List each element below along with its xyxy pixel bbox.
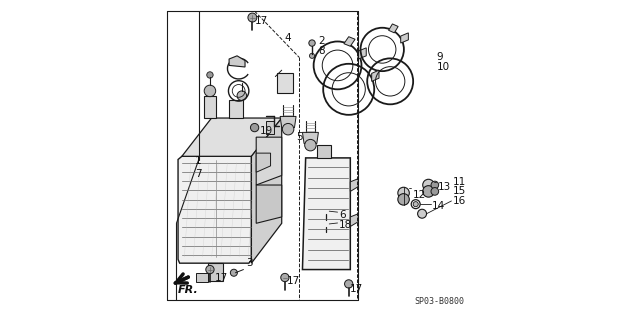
Text: 12: 12 xyxy=(413,189,426,200)
Circle shape xyxy=(282,123,294,135)
Text: 16: 16 xyxy=(452,196,466,206)
Polygon shape xyxy=(209,263,223,281)
Text: 17: 17 xyxy=(255,16,268,26)
Circle shape xyxy=(206,265,214,274)
Polygon shape xyxy=(266,121,274,134)
Polygon shape xyxy=(256,137,282,185)
Polygon shape xyxy=(182,118,282,156)
Circle shape xyxy=(250,123,259,132)
Text: 4: 4 xyxy=(285,33,292,43)
Polygon shape xyxy=(277,73,293,93)
Circle shape xyxy=(422,179,434,191)
Circle shape xyxy=(398,194,410,205)
Circle shape xyxy=(418,209,426,218)
Text: 13: 13 xyxy=(438,182,451,192)
Circle shape xyxy=(309,40,316,46)
Polygon shape xyxy=(317,145,331,158)
Polygon shape xyxy=(358,48,366,59)
Text: 14: 14 xyxy=(431,201,445,211)
Text: SP03-B0800: SP03-B0800 xyxy=(415,297,465,306)
Circle shape xyxy=(398,187,410,199)
Circle shape xyxy=(207,72,213,78)
Circle shape xyxy=(344,280,353,288)
Polygon shape xyxy=(252,118,282,263)
Polygon shape xyxy=(388,24,398,33)
Polygon shape xyxy=(350,179,358,191)
Text: 6: 6 xyxy=(339,210,346,220)
Text: 17: 17 xyxy=(287,276,300,286)
Text: 5: 5 xyxy=(296,132,303,142)
Polygon shape xyxy=(256,153,271,172)
Circle shape xyxy=(281,273,289,282)
Text: 19: 19 xyxy=(259,126,273,136)
Polygon shape xyxy=(344,37,355,46)
Circle shape xyxy=(248,13,257,22)
Circle shape xyxy=(230,269,237,276)
Polygon shape xyxy=(280,116,296,128)
Circle shape xyxy=(310,53,315,58)
Polygon shape xyxy=(372,70,379,81)
Text: 15: 15 xyxy=(452,186,466,197)
Circle shape xyxy=(237,91,246,100)
Text: 18: 18 xyxy=(339,220,353,230)
Polygon shape xyxy=(178,156,252,263)
Circle shape xyxy=(323,208,329,214)
Polygon shape xyxy=(196,273,209,282)
Text: 3: 3 xyxy=(246,258,253,268)
Polygon shape xyxy=(350,214,358,226)
Polygon shape xyxy=(303,158,350,270)
Polygon shape xyxy=(303,132,319,144)
Text: 8: 8 xyxy=(319,46,325,56)
Circle shape xyxy=(204,85,216,97)
Polygon shape xyxy=(256,185,282,223)
Circle shape xyxy=(323,221,329,227)
Polygon shape xyxy=(204,96,216,118)
Circle shape xyxy=(305,139,316,151)
Text: 2: 2 xyxy=(319,36,325,47)
Circle shape xyxy=(431,188,438,195)
Text: 10: 10 xyxy=(436,62,449,72)
Text: 1: 1 xyxy=(195,156,202,166)
Polygon shape xyxy=(401,33,408,43)
Text: 17: 17 xyxy=(215,272,228,283)
FancyArrowPatch shape xyxy=(175,277,188,283)
Circle shape xyxy=(431,181,438,189)
Circle shape xyxy=(422,186,434,197)
Text: 11: 11 xyxy=(452,177,466,187)
Text: FR.: FR. xyxy=(178,285,199,295)
Polygon shape xyxy=(229,56,245,67)
Text: 17: 17 xyxy=(350,284,364,294)
Text: 7: 7 xyxy=(195,169,202,179)
Polygon shape xyxy=(229,100,243,118)
Text: 9: 9 xyxy=(436,52,443,63)
Circle shape xyxy=(413,202,419,207)
